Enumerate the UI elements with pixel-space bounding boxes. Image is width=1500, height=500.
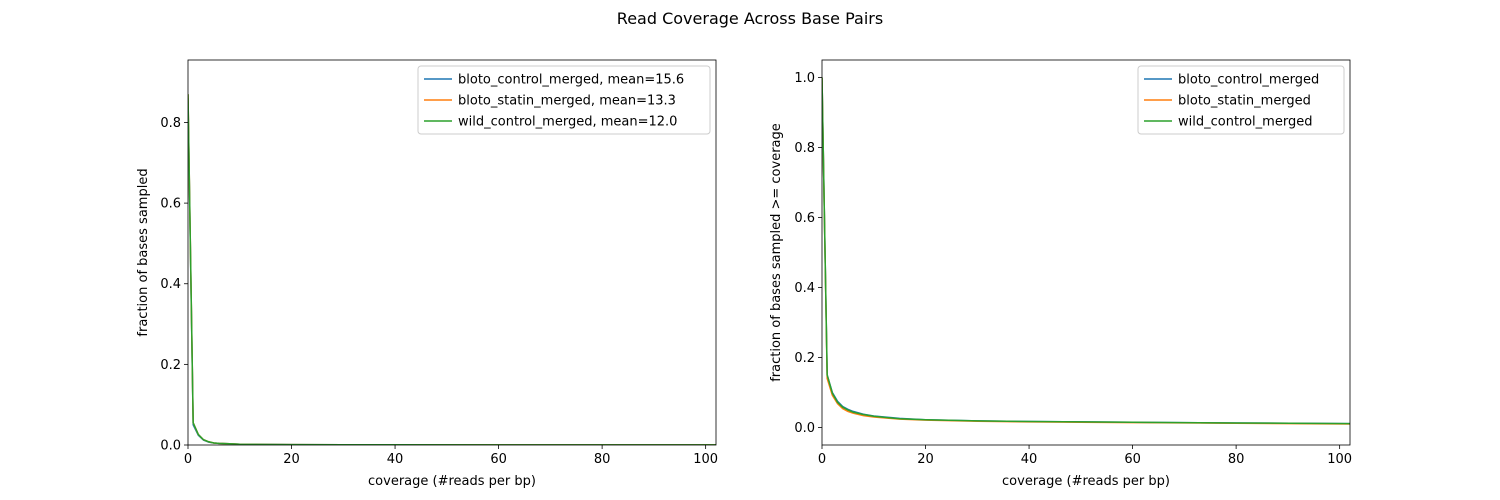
y-tick-label: 0.0 bbox=[160, 439, 181, 454]
y-tick-label: 0.8 bbox=[794, 141, 815, 156]
y-tick-label: 0.6 bbox=[160, 197, 181, 212]
x-axis-label: coverage (#reads per bp) bbox=[1002, 474, 1170, 489]
figure-title: Read Coverage Across Base Pairs bbox=[617, 9, 883, 28]
plot-frame bbox=[821, 59, 1351, 446]
x-tick-label: 80 bbox=[1228, 452, 1245, 467]
x-tick-label: 100 bbox=[1327, 452, 1352, 467]
x-tick-label: 60 bbox=[1124, 452, 1141, 467]
legend-label: bloto_statin_merged bbox=[1178, 94, 1311, 109]
x-tick-label: 0 bbox=[184, 452, 192, 467]
x-tick-label: 20 bbox=[917, 452, 934, 467]
series-line-3 bbox=[188, 94, 716, 445]
y-tick-label: 0.2 bbox=[160, 358, 181, 373]
x-tick-label: 80 bbox=[594, 452, 611, 467]
x-tick-label: 60 bbox=[490, 452, 507, 467]
legend: bloto_control_merged bloto_statin_mergedw… bbox=[1137, 65, 1345, 135]
y-axis-label: fraction of bases sampled >= coverage bbox=[769, 123, 784, 382]
y-tick-label: 0.6 bbox=[794, 211, 815, 226]
right-chart: 0 20 40 60 80 100 0.0 0.2 0.4 0.6 0.8 1.0 coverage (… bbox=[769, 59, 1352, 489]
y-axis-label: fraction of bases sampled bbox=[136, 168, 151, 336]
legend-label: bloto_control_merged, mean=15.6 bbox=[458, 73, 684, 88]
legend-label: wild_control_merged bbox=[1178, 115, 1312, 130]
legend: bloto_control_merged, mean=15.6 bloto_sta… bbox=[417, 65, 711, 135]
series-line-2 bbox=[188, 94, 716, 445]
plot-lines bbox=[822, 77, 1350, 425]
legend-box bbox=[417, 65, 711, 135]
left-chart: 0 20 40 60 80 100 0.0 0.2 0.4 0.6 0.8 coverage (#re… bbox=[136, 59, 718, 489]
series-line-1 bbox=[188, 98, 716, 445]
y-tick-label: 0.8 bbox=[160, 116, 181, 131]
legend-label: wild_control_merged, mean=12.0 bbox=[458, 115, 677, 130]
x-tick-label: 40 bbox=[1021, 452, 1038, 467]
x-tick-label: 40 bbox=[387, 452, 404, 467]
x-tick-label: 20 bbox=[283, 452, 300, 467]
legend-label: bloto_control_merged bbox=[1178, 73, 1319, 88]
plot-lines bbox=[188, 94, 716, 445]
y-tick-label: 0.0 bbox=[794, 421, 815, 436]
legend-box bbox=[1137, 65, 1345, 135]
y-tick-label: 0.4 bbox=[160, 277, 181, 292]
y-tick-label: 0.2 bbox=[794, 351, 815, 366]
legend-label: bloto_statin_merged, mean=13.3 bbox=[458, 94, 676, 109]
plot-frame bbox=[187, 59, 717, 446]
series-line-3 bbox=[822, 77, 1350, 425]
y-tick-label: 1.0 bbox=[794, 71, 815, 86]
x-tick-label: 0 bbox=[818, 452, 826, 467]
x-tick-label: 100 bbox=[693, 452, 718, 467]
y-tick-label: 0.4 bbox=[794, 281, 815, 296]
x-axis-label: coverage (#reads per bp) bbox=[368, 474, 536, 489]
